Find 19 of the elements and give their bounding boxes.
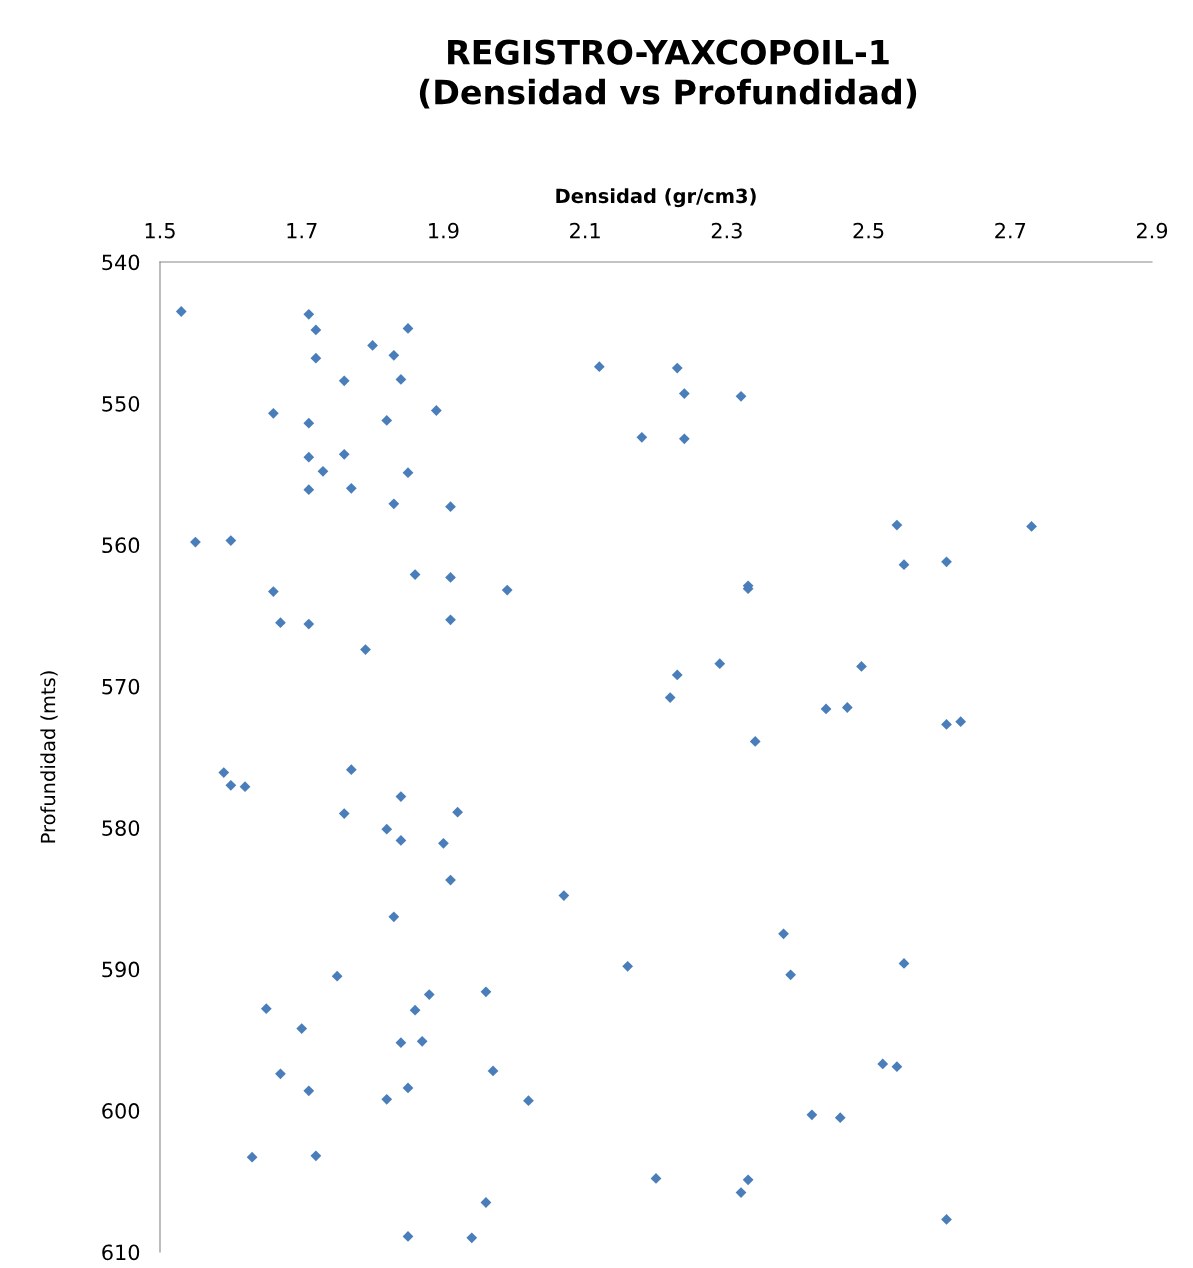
chart-title: REGISTRO-YAXCOPOIL-1 (Densidad vs Profundidad) [419,39,917,109]
x-tick-label: 1.5 [145,223,175,239]
y-tick-label: 550 [102,395,140,412]
y-tick-label: 600 [102,1103,140,1119]
y-axis-title: Profundidad (mts) [40,671,58,843]
y-tick-label: 560 [102,537,140,554]
y-tick-label: 540 [102,254,140,271]
x-tick-label: 2.5 [853,222,884,239]
x-tick-label: 2.3 [711,222,742,239]
x-tick-label: 2.7 [995,222,1026,239]
x-tick-label: 2.1 [570,222,600,239]
y-tick-label: 570 [102,678,140,695]
x-tick-label: 2.9 [1136,222,1168,239]
y-tick-label: 610 [102,1244,140,1261]
x-tick-label: 1.7 [287,223,317,239]
x-tick-label: 1.9 [429,222,459,239]
y-tick-label: 580 [102,820,140,836]
y-tick-label: 590 [102,961,140,978]
x-axis-title: Densidad (gr/cm3) [556,188,756,208]
